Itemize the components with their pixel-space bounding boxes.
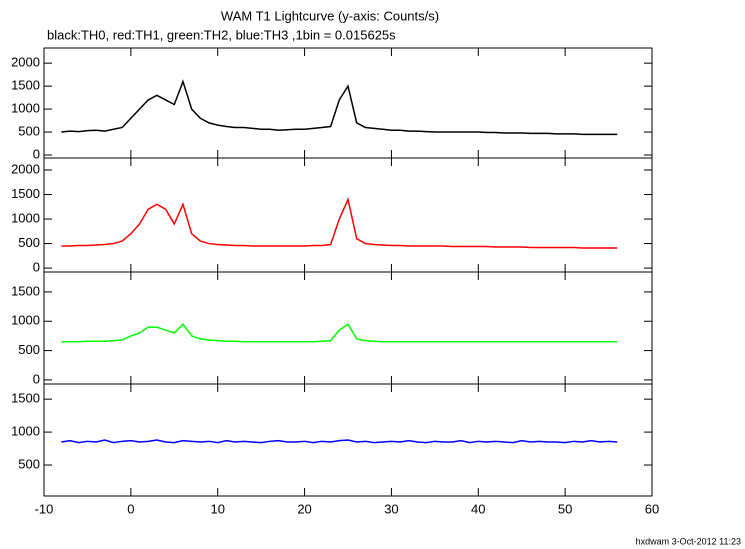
panel-frame — [43, 157, 653, 273]
x-tick-label: 20 — [297, 501, 311, 516]
y-tick-label: 500 — [18, 123, 40, 138]
y-tick-label: 1500 — [11, 283, 40, 298]
x-tick-label: 60 — [645, 501, 659, 516]
series-line — [61, 323, 618, 343]
y-tick-label: 500 — [18, 235, 40, 250]
y-tick-label: 2000 — [11, 55, 40, 70]
y-tick-label: 0 — [33, 146, 40, 161]
x-tick-label: -10 — [35, 501, 54, 516]
y-tick-label: 0 — [33, 260, 40, 275]
y-tick-label: 1000 — [11, 313, 40, 328]
y-tick-label: 1500 — [11, 78, 40, 93]
panel-frame — [43, 383, 653, 497]
y-tick-label: 0 — [33, 371, 40, 386]
y-tick-label: 2000 — [11, 161, 40, 176]
x-tick-label: 50 — [558, 501, 572, 516]
panel-frame — [43, 47, 653, 159]
chart-title: WAM T1 Lightcurve (y-axis: Counts/s) — [221, 8, 439, 23]
y-tick-label: 1000 — [11, 210, 40, 225]
y-tick-label: 1000 — [11, 424, 40, 439]
series-line — [61, 439, 618, 444]
footer: hxdwam 3-Oct-2012 11:23 — [636, 536, 741, 546]
series-line — [61, 79, 618, 136]
chart-subtitle: black:TH0, red:TH1, green:TH2, blue:TH3 … — [47, 27, 396, 42]
y-tick-label: 1000 — [11, 101, 40, 116]
x-tick-label: 30 — [384, 501, 398, 516]
x-tick-label: 10 — [210, 501, 224, 516]
y-tick-label: 500 — [18, 342, 40, 357]
x-tick-label: 40 — [471, 501, 485, 516]
x-tick-label: 0 — [127, 501, 134, 516]
y-tick-label: 500 — [18, 456, 40, 471]
y-tick-label: 1500 — [11, 186, 40, 201]
y-tick-label: 1500 — [11, 391, 40, 406]
series-line — [61, 197, 618, 249]
panel-frame — [43, 271, 653, 385]
